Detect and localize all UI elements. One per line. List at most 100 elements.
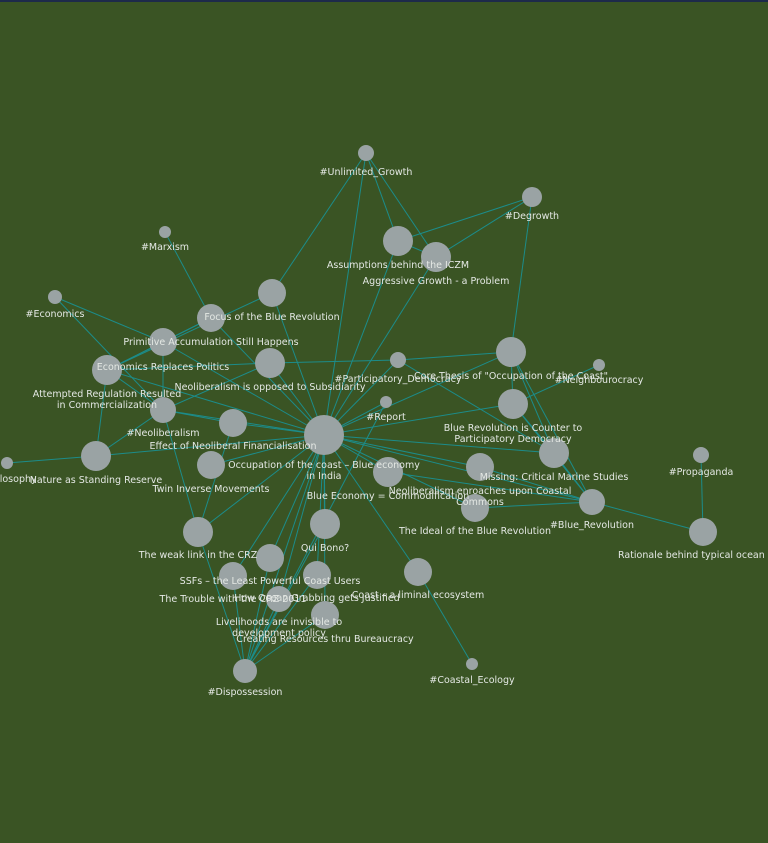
edge [365,152,437,258]
edge [197,531,246,672]
edge [323,240,399,436]
node[interactable] [593,359,605,371]
edge [474,501,593,509]
node[interactable] [496,337,526,367]
node[interactable] [304,415,344,455]
edge [323,256,437,436]
node[interactable] [150,397,176,423]
edge [397,196,533,242]
edge [479,466,593,503]
node-label: #Dispossession [207,687,283,698]
node-label: Qui Bono? [300,543,350,554]
edge [197,434,325,533]
node-label: Blue Revolution is Counter to Participat… [443,423,583,445]
node-label: #Economics [25,309,85,320]
node[interactable] [197,304,225,332]
edge [244,614,326,672]
edge [323,152,367,436]
node[interactable] [461,494,489,522]
node[interactable] [255,348,285,378]
node-label: Creating Resources thru Bureaucracy [236,634,414,645]
node[interactable] [48,290,62,304]
node[interactable] [149,328,177,356]
edge [54,296,164,343]
node[interactable] [183,517,213,547]
node[interactable] [266,586,292,612]
node-label: Core Thesis of "Occupation of the Coast" [414,371,608,382]
node[interactable] [303,561,331,589]
node-label: #Unlimited_Growth [319,167,413,178]
node[interactable] [219,409,247,437]
node[interactable] [522,187,542,207]
edge [95,434,325,457]
node-label: Livelihoods are invisible to development… [215,617,343,639]
node[interactable] [498,389,528,419]
edge [323,434,593,503]
edge [510,351,593,503]
node[interactable] [579,489,605,515]
node-label: How Ocean Grabbing gets Justified [234,593,400,604]
node-label: #Propaganda [668,467,734,478]
edge [164,231,212,319]
edge [106,369,325,436]
node[interactable] [233,659,257,683]
edge [316,434,325,576]
node-label: Twin Inverse Movements [152,484,270,495]
node-label: #Neighbourocracy [554,375,644,386]
node-label: #Participatory_Democracy [334,374,462,385]
node-label: Focus of the Blue Revolution [204,312,340,323]
node-label: Missing: Critical Marine Studies [479,472,629,483]
edge [232,575,246,672]
edge [269,434,325,559]
node-label: Primitive Accumulation Still Happens [123,337,299,348]
edge [244,401,387,672]
node[interactable] [689,518,717,546]
node[interactable] [380,396,392,408]
node[interactable] [219,562,247,590]
node[interactable] [373,457,403,487]
node[interactable] [92,355,122,385]
node-label: Neoliberalism is opposed to Subsidiarity [174,382,366,393]
node[interactable] [197,451,225,479]
edge [397,359,555,454]
node[interactable] [390,352,406,368]
node-label: #Marxism [140,242,190,253]
node[interactable] [81,441,111,471]
edge [591,501,704,533]
edge [269,359,399,364]
node[interactable] [1,457,13,469]
node[interactable] [311,601,339,629]
node[interactable] [693,447,709,463]
edge [162,341,325,436]
node-label: #Philosophy [0,474,37,485]
node-label: Aggressive Growth - a Problem [362,276,510,287]
edge [54,296,164,411]
node[interactable] [404,558,432,586]
node[interactable] [466,658,478,670]
edge [106,362,271,371]
edge [323,403,514,436]
edge [435,196,533,258]
edge [244,598,280,672]
node[interactable] [310,509,340,539]
edge [323,434,481,468]
edge [512,364,600,405]
node[interactable] [159,226,171,238]
node-label: #Blue_Revolution [549,520,635,531]
edge [244,557,271,672]
node[interactable] [466,453,494,481]
edge [162,409,199,533]
node[interactable] [421,242,451,272]
node[interactable] [539,438,569,468]
node[interactable] [358,145,374,161]
node-label: The weak link in the CRZ [138,550,258,561]
node-label: #Report [366,412,406,423]
node-label: #Degrowth [504,211,560,222]
node[interactable] [383,226,413,256]
node[interactable] [256,544,284,572]
edge [232,434,325,577]
node-label: Occupation of the coast – Blue economy i… [228,460,420,482]
edge [106,292,273,371]
node[interactable] [258,279,286,307]
